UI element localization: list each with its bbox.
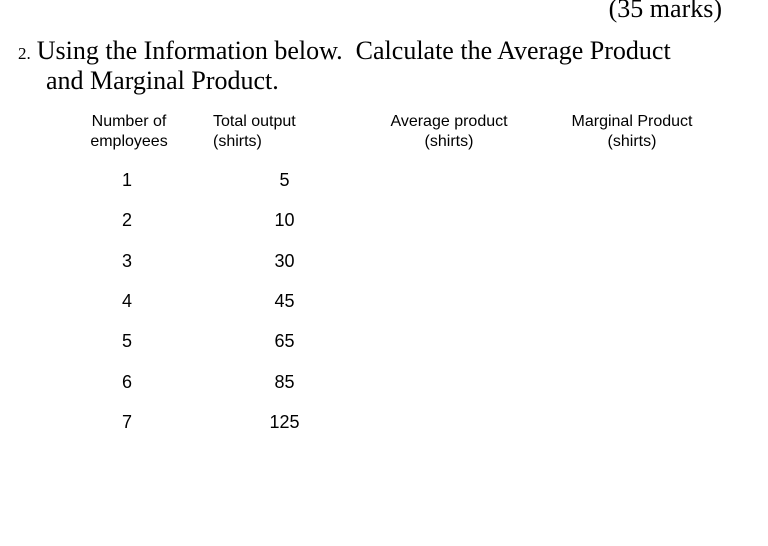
employees-cell: 6 [121,372,132,392]
employees-cell: 2 [121,210,132,230]
total-output-cell: 125 [269,412,300,432]
column-header-marginal-product: Marginal Product (shirts) [562,112,702,152]
table-row: 7 125 [0,412,768,433]
table-row: 2 10 [0,210,768,231]
column-header-total-output-line2: (shirts) [213,133,262,150]
question-text-line2: and Marginal Product. [46,66,279,95]
employees-cell: 1 [121,170,132,190]
total-output-cell: 30 [274,251,295,271]
question-heading-line1: 2. Using the Information below. Calculate… [18,36,671,69]
employees-cell: 5 [121,331,132,351]
column-header-average-product-line2: (shirts) [424,133,474,150]
employees-cell: 3 [121,251,132,271]
column-header-employees-line1: Number of [91,113,167,130]
total-output-cell: 10 [274,210,295,230]
question-text-line1: Using the Information below. Calculate t… [36,36,671,65]
question-number: 2. [18,44,31,63]
column-header-marginal-product-line1: Marginal Product [571,113,693,130]
total-output-cell: 65 [274,331,295,351]
column-header-employees-line2: employees [90,133,168,150]
employees-cell: 7 [121,412,132,432]
column-header-average-product: Average product (shirts) [379,112,519,152]
table-row: 1 5 [0,170,768,191]
employees-cell: 4 [121,291,132,311]
total-output-cell: 5 [279,170,290,190]
column-header-average-product-line1: Average product [390,113,508,130]
column-header-total-output: Total output (shirts) [213,112,333,152]
table-row: 3 30 [0,251,768,272]
column-header-total-output-line1: Total output [213,113,296,130]
total-output-cell: 45 [274,291,295,311]
table-row: 4 45 [0,291,768,312]
column-header-employees: Number of employees [69,112,189,152]
column-header-marginal-product-line2: (shirts) [607,133,657,150]
table-row: 5 65 [0,331,768,352]
marks-label: (35 marks) [608,0,722,23]
total-output-cell: 85 [274,372,295,392]
table-row: 6 85 [0,372,768,393]
